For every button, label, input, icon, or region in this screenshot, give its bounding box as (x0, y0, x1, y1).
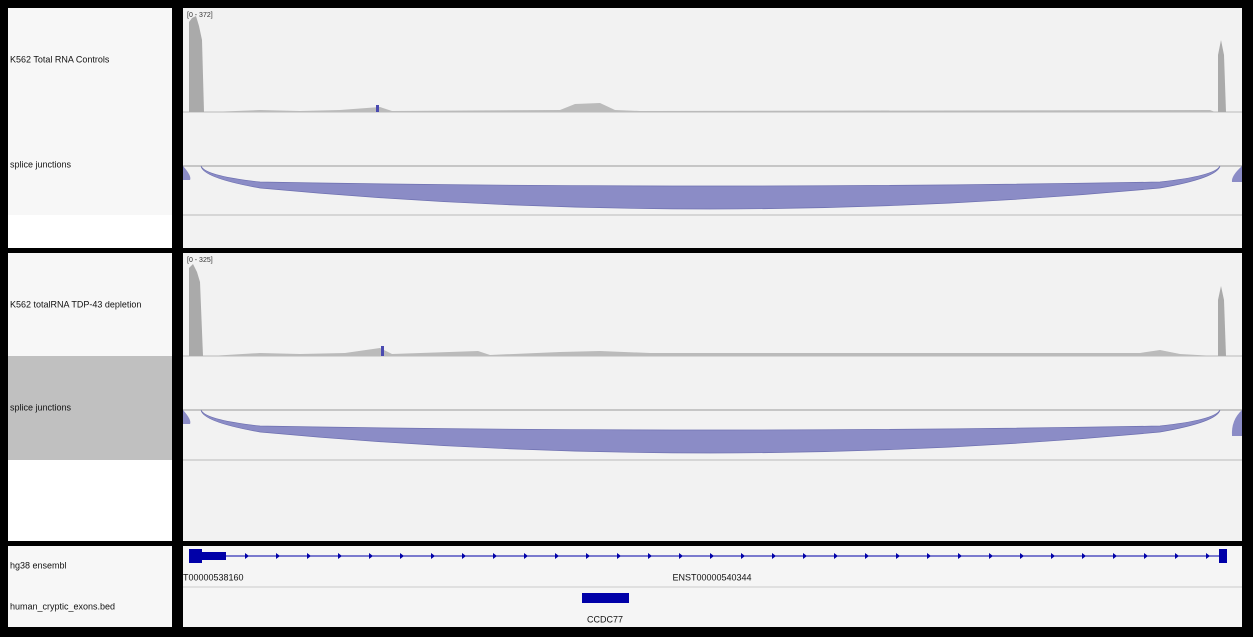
coverage (189, 264, 203, 356)
strand-arrow (1206, 553, 1210, 559)
strand-arrow (462, 553, 466, 559)
strand-arrow (741, 553, 745, 559)
name-panel-empty (8, 460, 172, 541)
strand-arrow (1082, 553, 1086, 559)
track-name[interactable]: hg38 ensembl (10, 560, 67, 570)
name-panel-selected (8, 356, 172, 460)
exon (189, 549, 202, 563)
feature-label: CCDC77 (587, 614, 623, 624)
exon (1219, 549, 1227, 563)
strand-arrow (276, 553, 280, 559)
strand-arrow (927, 553, 931, 559)
splice-junction (1231, 410, 1242, 436)
strand-arrow (307, 553, 311, 559)
feature-label: ENST00000540344 (672, 572, 751, 582)
strand-arrow (1144, 553, 1148, 559)
feature-label: T00000538160 (183, 572, 244, 582)
coverage (210, 348, 1215, 356)
strand-arrow (586, 553, 590, 559)
track-name[interactable]: K562 Total RNA Controls (10, 54, 110, 64)
cryptic-exon[interactable] (582, 593, 629, 603)
strand-arrow (555, 553, 559, 559)
data-panel (183, 253, 1242, 541)
data-panel (183, 8, 1242, 248)
strand-arrow (617, 553, 621, 559)
data-range: [0 - 372] (187, 12, 213, 19)
strand-arrow (1175, 553, 1179, 559)
track-name[interactable]: human_cryptic_exons.bed (10, 601, 115, 611)
coverage (1218, 286, 1226, 356)
strand-arrow (865, 553, 869, 559)
strand-arrow (803, 553, 807, 559)
splice-junction (200, 165, 1221, 210)
coverage-mismatch (376, 105, 379, 112)
name-panel-empty (8, 215, 172, 248)
splice-junction (200, 409, 1221, 454)
strand-arrow (834, 553, 838, 559)
coverage (210, 103, 1215, 112)
name-panel (8, 546, 172, 627)
strand-arrow (431, 553, 435, 559)
strand-arrow (648, 553, 652, 559)
strand-arrow (1113, 553, 1117, 559)
gene-model[interactable] (189, 549, 1227, 563)
strand-arrow (1020, 553, 1024, 559)
splice-junction (1231, 166, 1242, 182)
track-name[interactable]: splice junctions (10, 402, 72, 412)
strand-arrow (710, 553, 714, 559)
coverage-mismatch (381, 346, 384, 356)
track-name[interactable]: splice junctions (10, 159, 72, 169)
track-name[interactable]: K562 totalRNA TDP-43 depletion (10, 299, 141, 309)
splice-junction (183, 410, 191, 424)
name-panel (8, 8, 172, 248)
strand-arrow (772, 553, 776, 559)
splice-junction (183, 166, 191, 180)
strand-arrow (679, 553, 683, 559)
strand-arrow (524, 553, 528, 559)
coverage (1218, 40, 1226, 112)
coverage (189, 16, 204, 112)
strand-arrow (369, 553, 373, 559)
data-range: [0 - 325] (187, 257, 213, 264)
strand-arrow (400, 553, 404, 559)
strand-arrow (989, 553, 993, 559)
strand-arrow (896, 553, 900, 559)
strand-arrow (493, 553, 497, 559)
strand-arrow (958, 553, 962, 559)
strand-arrow (338, 553, 342, 559)
utr (202, 552, 226, 560)
strand-arrow (245, 553, 249, 559)
strand-arrow (1051, 553, 1055, 559)
